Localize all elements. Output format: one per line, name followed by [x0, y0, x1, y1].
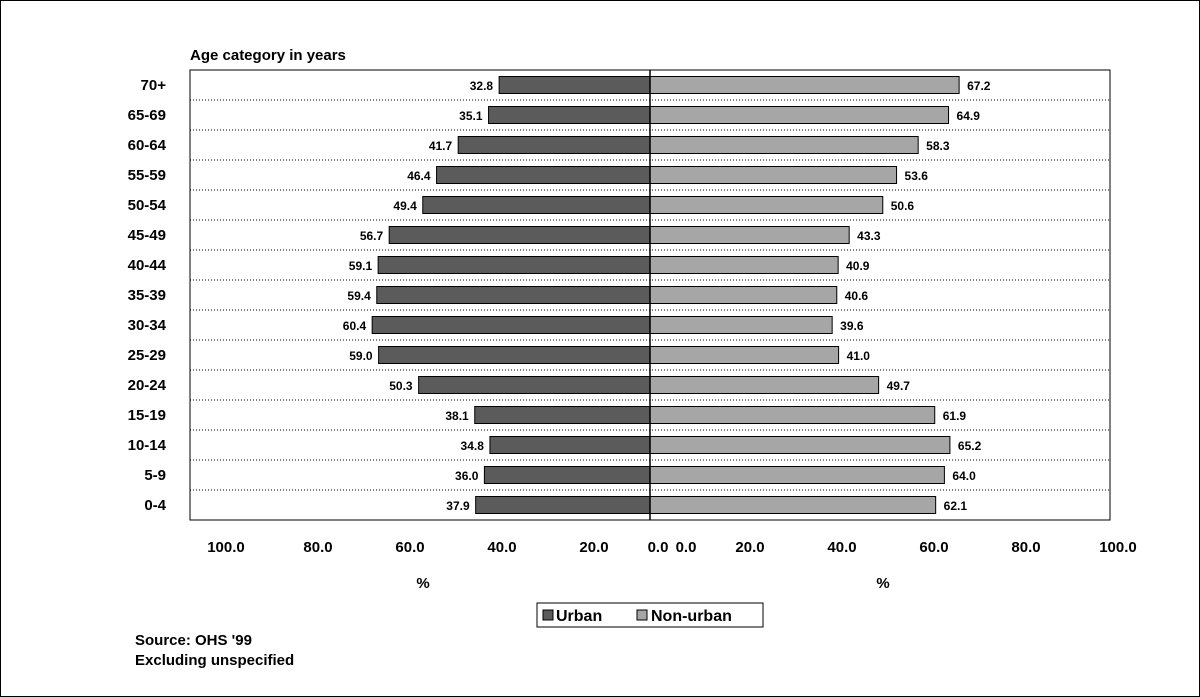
bar-non-urban	[649, 466, 945, 484]
x-tick-label-right: 60.0	[919, 539, 948, 556]
category-label: 0-4	[144, 497, 166, 514]
exclusion-note: Excluding unspecified	[135, 652, 295, 669]
data-label-urban: 50.3	[389, 379, 413, 393]
bar-urban	[483, 466, 651, 484]
bar-urban	[498, 76, 651, 94]
data-label-non-urban: 43.3	[857, 229, 881, 243]
x-tick-label-right: 0.0	[648, 539, 669, 556]
bar-non-urban	[649, 376, 880, 394]
bar-urban	[422, 196, 651, 214]
x-tick-label-right: 100.0	[1099, 539, 1137, 556]
bar-non-urban	[649, 436, 951, 454]
bar-urban	[378, 346, 651, 364]
bar-non-urban	[649, 136, 919, 154]
bar-non-urban	[649, 166, 898, 184]
x-tick-label-left: 100.0	[207, 539, 245, 556]
bar-urban	[489, 436, 651, 454]
data-label-urban: 34.8	[461, 439, 485, 453]
bar-urban	[388, 226, 651, 244]
x-tick-label-right: 20.0	[735, 539, 764, 556]
data-label-urban: 59.0	[349, 349, 373, 363]
bar-non-urban	[649, 196, 884, 214]
category-label: 65-69	[128, 107, 166, 124]
bar-non-urban	[649, 406, 936, 424]
bar-urban	[475, 496, 651, 514]
category-label: 60-64	[128, 137, 167, 154]
data-label-non-urban: 49.7	[887, 379, 911, 393]
data-label-non-urban: 53.6	[905, 169, 929, 183]
chart-title: Age category in years	[190, 47, 346, 64]
data-label-urban: 35.1	[459, 109, 483, 123]
data-label-non-urban: 50.6	[891, 199, 915, 213]
bar-urban	[436, 166, 651, 184]
x-tick-label-left: 60.0	[395, 539, 424, 556]
data-label-non-urban: 65.2	[958, 439, 982, 453]
data-label-urban: 36.0	[455, 469, 479, 483]
legend-box	[536, 602, 764, 628]
data-label-urban: 38.1	[445, 409, 469, 423]
category-label: 20-24	[128, 377, 167, 394]
bar-urban	[376, 286, 651, 304]
category-label: 70+	[141, 77, 167, 94]
bar-urban	[371, 316, 651, 334]
x-axis-label-right: %	[876, 575, 889, 592]
data-label-non-urban: 39.6	[840, 319, 864, 333]
data-label-non-urban: 61.9	[943, 409, 967, 423]
data-label-non-urban: 67.2	[967, 79, 991, 93]
bar-non-urban	[649, 346, 840, 364]
bar-non-urban	[649, 316, 833, 334]
data-label-urban: 37.9	[446, 499, 470, 513]
data-label-non-urban: 41.0	[847, 349, 871, 363]
bar-non-urban	[649, 286, 838, 304]
data-label-urban: 59.1	[349, 259, 373, 273]
data-label-urban: 59.4	[347, 289, 371, 303]
x-tick-label-right: 80.0	[1011, 539, 1040, 556]
data-label-non-urban: 58.3	[926, 139, 950, 153]
category-label: 5-9	[144, 467, 166, 484]
bar-non-urban	[649, 496, 937, 514]
data-label-non-urban: 40.6	[845, 289, 869, 303]
bar-urban	[418, 376, 651, 394]
bar-urban	[377, 256, 651, 274]
x-tick-label-left: 80.0	[303, 539, 332, 556]
bar-urban	[488, 106, 651, 124]
bar-urban	[457, 136, 651, 154]
x-tick-label-left: 20.0	[579, 539, 608, 556]
category-label: 40-44	[128, 257, 167, 274]
category-label: 30-34	[128, 317, 167, 334]
bar-non-urban	[649, 226, 850, 244]
legend-swatch-urban	[542, 609, 554, 621]
bar-non-urban	[649, 106, 950, 124]
data-label-non-urban: 62.1	[944, 499, 968, 513]
data-label-urban: 46.4	[407, 169, 431, 183]
data-label-urban: 56.7	[360, 229, 384, 243]
legend-swatch-non-urban	[636, 609, 648, 621]
category-label: 55-59	[128, 167, 166, 184]
data-label-urban: 41.7	[429, 139, 453, 153]
category-label: 45-49	[128, 227, 166, 244]
category-label: 25-29	[128, 347, 166, 364]
category-label: 10-14	[128, 437, 167, 454]
source-note: Source: OHS '99	[135, 632, 252, 649]
x-tick-label-right: 40.0	[827, 539, 856, 556]
data-label-urban: 49.4	[393, 199, 417, 213]
legend-label-urban: Urban	[556, 608, 602, 625]
legend-label-non-urban: Non-urban	[651, 608, 732, 625]
x-tick-label-left: 40.0	[487, 539, 516, 556]
bar-non-urban	[649, 256, 839, 274]
category-label: 15-19	[128, 407, 166, 424]
bar-urban	[474, 406, 651, 424]
category-label: 35-39	[128, 287, 166, 304]
bar-non-urban	[649, 76, 960, 94]
data-label-urban: 32.8	[470, 79, 494, 93]
data-label-non-urban: 40.9	[846, 259, 870, 273]
data-label-non-urban: 64.0	[952, 469, 976, 483]
x-tick-label-left: 0.0	[676, 539, 697, 556]
data-label-non-urban: 64.9	[957, 109, 981, 123]
data-label-urban: 60.4	[343, 319, 367, 333]
category-label: 50-54	[128, 197, 167, 214]
x-axis-label-left: %	[416, 575, 429, 592]
